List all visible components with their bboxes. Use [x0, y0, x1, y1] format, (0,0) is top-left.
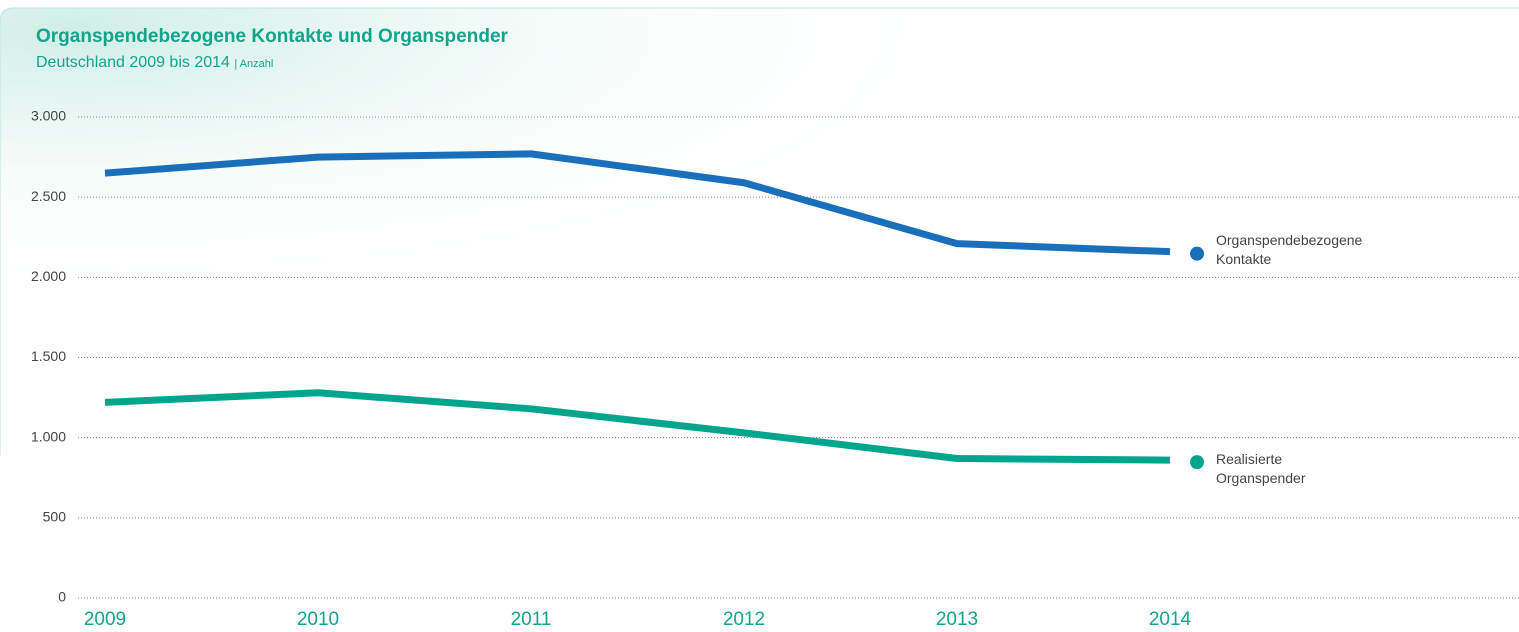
chart-subtitle: Deutschland 2009 bis 2014 | Anzahl — [36, 54, 273, 72]
legend-label: Realisierte Organspender — [1216, 451, 1306, 487]
legend-marker — [1190, 455, 1204, 470]
line-series — [104, 389, 1171, 464]
x-tick-label: 2013 — [936, 609, 978, 630]
y-tick-label: 1.500 — [31, 348, 66, 364]
line-series — [104, 150, 1171, 256]
x-tick-label: 2010 — [297, 609, 339, 630]
background-panel — [0, 7, 1519, 455]
y-tick-label: 3.000 — [31, 108, 66, 124]
y-tick-label: 1.000 — [31, 428, 66, 444]
y-tick-label: 2.500 — [31, 188, 66, 204]
legend-label: Organspendebezogene Kontakte — [1216, 231, 1363, 267]
subtitle-note: | Anzahl — [234, 58, 274, 70]
x-tick-label: 2011 — [511, 609, 552, 630]
chart-title: Organspendebezogene Kontakte und Organsp… — [36, 26, 508, 47]
x-tick-label: 2014 — [1149, 609, 1192, 630]
x-tick-label: 2012 — [723, 609, 765, 630]
y-tick-label: 0 — [58, 589, 66, 605]
legend-marker — [1190, 246, 1204, 261]
y-tick-label: 500 — [43, 509, 67, 525]
x-tick-label: 2009 — [84, 609, 126, 630]
y-tick-label: 2.000 — [31, 268, 66, 284]
subtitle-text: Deutschland 2009 bis 2014 — [36, 54, 230, 71]
